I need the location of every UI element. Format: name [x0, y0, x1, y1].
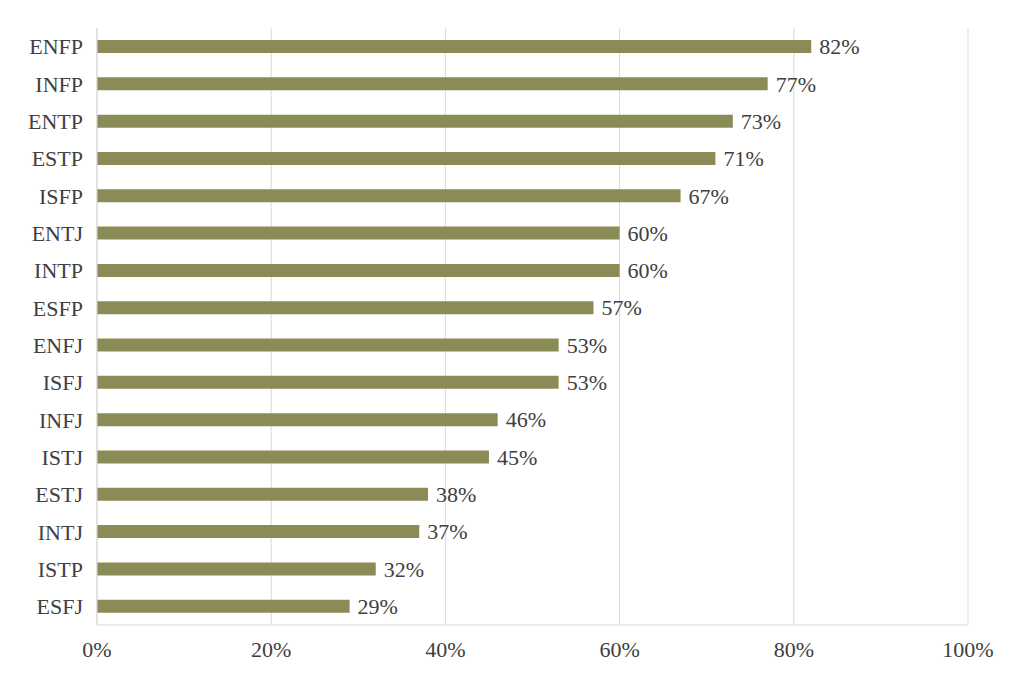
svg-text:53%: 53%	[567, 370, 607, 395]
svg-text:INFJ: INFJ	[39, 408, 83, 433]
svg-text:ISTJ: ISTJ	[41, 445, 83, 470]
svg-text:ENTJ: ENTJ	[32, 221, 84, 246]
svg-text:100%: 100%	[942, 637, 993, 662]
svg-text:82%: 82%	[819, 34, 859, 59]
svg-text:60%: 60%	[599, 637, 639, 662]
svg-text:ESFJ: ESFJ	[37, 594, 84, 619]
svg-text:ESTJ: ESTJ	[35, 482, 83, 507]
svg-text:INFP: INFP	[35, 72, 83, 97]
svg-text:57%: 57%	[601, 295, 641, 320]
svg-text:ESFP: ESFP	[33, 296, 83, 321]
svg-text:71%: 71%	[723, 146, 763, 171]
svg-text:20%: 20%	[251, 637, 291, 662]
svg-text:ENTP: ENTP	[28, 109, 83, 134]
svg-text:32%: 32%	[384, 557, 424, 582]
svg-text:60%: 60%	[628, 258, 668, 283]
svg-text:ISFP: ISFP	[39, 184, 83, 209]
svg-text:53%: 53%	[567, 333, 607, 358]
svg-text:45%: 45%	[497, 445, 537, 470]
svg-text:77%: 77%	[776, 72, 816, 97]
svg-text:ISTP: ISTP	[38, 557, 83, 582]
svg-text:ENFJ: ENFJ	[33, 333, 84, 358]
svg-text:73%: 73%	[741, 109, 781, 134]
svg-text:29%: 29%	[358, 594, 398, 619]
svg-text:0%: 0%	[82, 637, 111, 662]
svg-text:38%: 38%	[436, 482, 476, 507]
svg-text:INTP: INTP	[34, 258, 83, 283]
svg-text:ENFP: ENFP	[29, 34, 83, 59]
svg-text:INTJ: INTJ	[38, 520, 84, 545]
svg-text:46%: 46%	[506, 407, 546, 432]
svg-text:40%: 40%	[425, 637, 465, 662]
svg-text:80%: 80%	[774, 637, 814, 662]
svg-text:ISFJ: ISFJ	[43, 370, 84, 395]
svg-text:37%: 37%	[427, 519, 467, 544]
svg-text:ESTP: ESTP	[32, 146, 83, 171]
svg-text:60%: 60%	[628, 221, 668, 246]
svg-text:67%: 67%	[689, 184, 729, 209]
